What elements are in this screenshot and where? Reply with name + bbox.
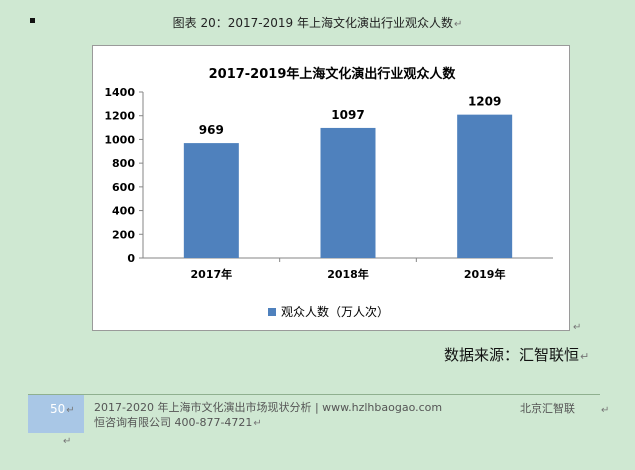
page-number-box (28, 395, 84, 433)
page-number: 50↵ (50, 402, 75, 416)
legend-label: 观众人数（万人次） (281, 304, 389, 319)
x-tick-label: 2017年 (191, 267, 233, 281)
paragraph-mark: ↵ (66, 405, 75, 416)
legend-swatch (268, 308, 276, 316)
data-label-3: 1209 (468, 95, 501, 109)
y-tick-label: 200 (112, 228, 135, 241)
footer-line-2-wrap: 恒咨询有限公司 400-877-4721↵ (94, 415, 442, 431)
footer-right-text: 北京汇智联 (520, 402, 575, 415)
page-number-text: 50 (50, 402, 66, 416)
paragraph-mark: ↵ (253, 418, 262, 429)
y-tick-label: 400 (112, 205, 135, 218)
y-tick-label: 600 (112, 181, 135, 194)
data-source-text: 数据来源：汇智联恒 (444, 346, 580, 364)
x-tick-label: 2019年 (464, 267, 506, 281)
y-tick-label: 1200 (104, 110, 135, 123)
paragraph-mark: ↵ (580, 350, 590, 363)
footer-divider (28, 394, 600, 395)
y-tick-label: 1000 (104, 133, 135, 146)
chart-container: 2017-2019年上海文化演出行业观众人数 0 200 400 600 800 1000… (92, 45, 570, 331)
y-tick-label: 0 (127, 252, 135, 265)
bar-chart: 2017-2019年上海文化演出行业观众人数 0 200 400 600 800 1000… (104, 66, 553, 319)
data-source: 数据来源：汇智联恒↵ (444, 344, 589, 365)
figure-caption-text: 图表 20：2017-2019 年上海文化演出行业观众人数 (172, 16, 453, 30)
paragraph-mark: ↵ (63, 436, 72, 447)
chart-title: 2017-2019年上海文化演出行业观众人数 (209, 66, 457, 82)
figure-caption: 图表 20：2017-2019 年上海文化演出行业观众人数↵ (0, 14, 635, 31)
paragraph-mark: ↵ (601, 405, 610, 416)
bar-3 (457, 114, 513, 258)
bullet-marker (30, 18, 35, 23)
y-tick-label: 800 (112, 157, 135, 170)
paragraph-mark: ↵ (573, 322, 582, 333)
footer-line-1: 2017-2020 年上海市文化演出市场现状分析 | www.hzlhbaoga… (94, 401, 443, 414)
y-tick-label: 1400 (104, 86, 135, 99)
x-tick-label: 2018年 (327, 267, 369, 281)
bar-1 (183, 143, 239, 258)
footer-line-2: 恒咨询有限公司 400-877-4721 (94, 416, 253, 429)
bar-2 (320, 127, 376, 258)
paragraph-mark: ↵ (453, 19, 463, 30)
footer-text: 2017-2020 年上海市文化演出市场现状分析 | www.hzlhbaoga… (94, 400, 442, 431)
data-label-1: 969 (199, 123, 224, 137)
data-label-2: 1097 (331, 108, 364, 122)
